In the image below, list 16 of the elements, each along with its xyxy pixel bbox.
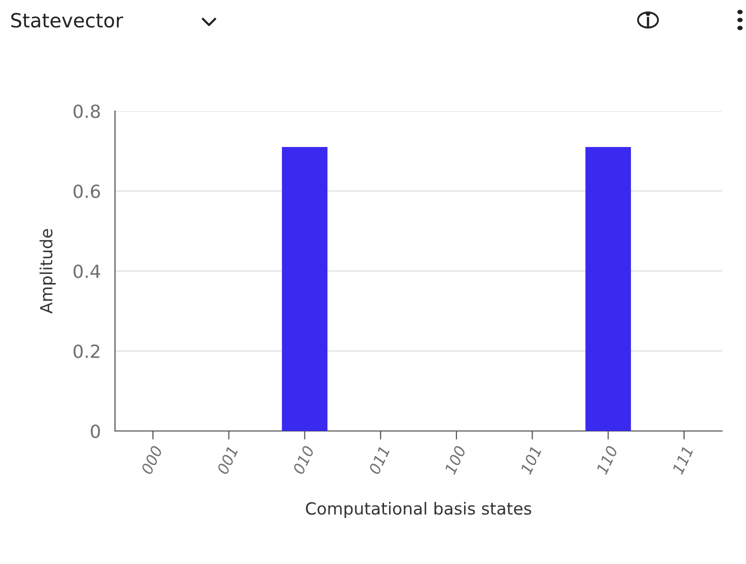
x-tick-label: 110 — [596, 445, 618, 475]
y-tick-label: 0.4 — [74, 264, 100, 278]
chart-title: Statevector — [11, 12, 124, 28]
y-axis-title: Amplitude — [40, 229, 56, 314]
x-tick-label: 011 — [368, 446, 390, 475]
x-tick-label: 000 — [140, 445, 163, 475]
y-tick-label: 0 — [90, 424, 100, 438]
x-axis-title: Computational basis states — [306, 502, 532, 518]
x-tick-label: 101 — [520, 446, 542, 475]
x-tick-label: 100 — [444, 445, 466, 475]
x-tick-label: 111 — [672, 446, 694, 475]
x-tick-label: 010 — [292, 445, 315, 475]
y-tick-label: 0.8 — [74, 104, 100, 118]
x-tick-label: 001 — [216, 446, 238, 475]
y-tick-label: 0.2 — [74, 344, 100, 358]
y-tick-label: 0.6 — [74, 184, 100, 198]
